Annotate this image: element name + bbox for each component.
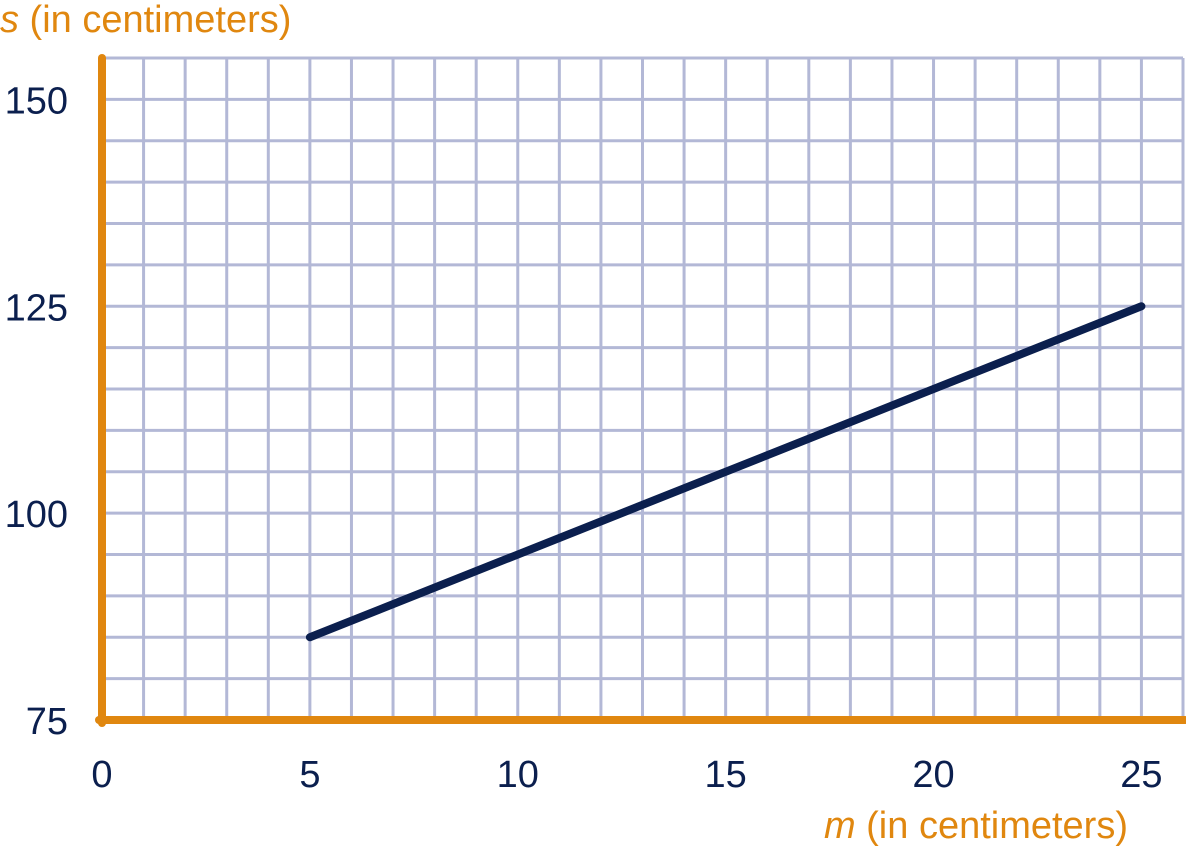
x-axis-unit: (in centimeters): [856, 805, 1128, 846]
series-group: [305, 302, 1146, 642]
x-axis-variable: m: [824, 805, 856, 846]
x-tick-label: 0: [91, 754, 112, 796]
grid-lines: [102, 56, 1185, 720]
x-tick-label: 10: [497, 754, 539, 796]
y-tick-labels: 75 100 125 150: [5, 80, 68, 743]
y-tick-label: 150: [5, 80, 68, 122]
y-tick-label: 100: [5, 494, 68, 536]
y-axis-unit: (in centimeters): [19, 0, 291, 41]
axes: [95, 54, 1186, 727]
y-tick-label: 75: [26, 701, 68, 743]
x-tick-label: 5: [299, 754, 320, 796]
y-axis-variable: s: [0, 0, 19, 41]
x-tick-label: 20: [912, 754, 954, 796]
x-tick-labels: 0 5 10 15 20 25: [91, 754, 1162, 796]
x-tick-label: 15: [705, 754, 747, 796]
series-line: [305, 302, 1146, 642]
y-axis-label: s (in centimeters): [0, 0, 291, 41]
x-axis-label: m (in centimeters): [824, 805, 1128, 846]
y-tick-label: 125: [5, 287, 68, 329]
x-tick-label: 25: [1120, 754, 1162, 796]
